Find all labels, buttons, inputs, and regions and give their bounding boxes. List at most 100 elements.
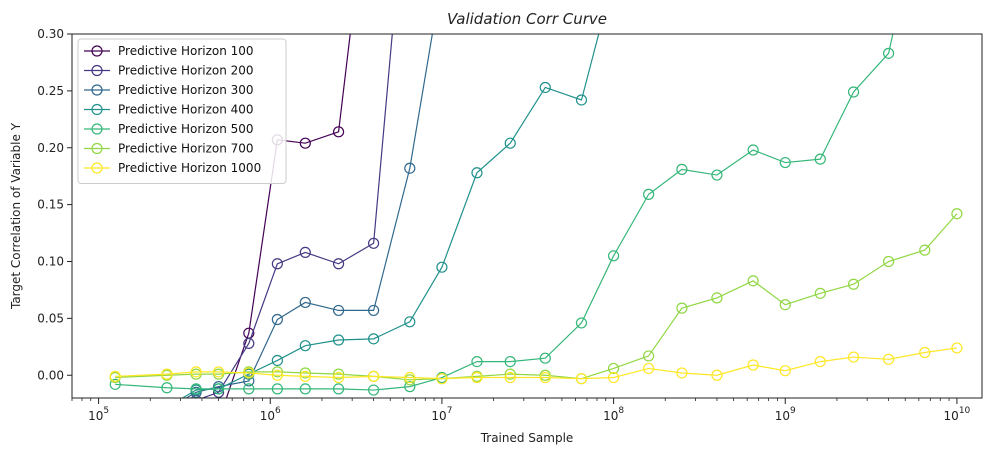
x-tick-label: 105 xyxy=(88,406,109,423)
data-point xyxy=(676,163,688,175)
data-point xyxy=(368,384,380,396)
legend-label: Predictive Horizon 200 xyxy=(118,64,254,78)
series-7 xyxy=(109,342,963,385)
x-tick-base: 10 xyxy=(775,409,790,423)
data-point xyxy=(161,368,173,380)
legend-label: Predictive Horizon 500 xyxy=(118,122,254,136)
data-point xyxy=(575,94,588,106)
legend-marker xyxy=(91,142,103,155)
data-point xyxy=(404,316,416,328)
x-tick-exponent: 5 xyxy=(103,406,109,416)
data-point xyxy=(332,334,345,346)
y-tick-label: 0.25 xyxy=(37,84,64,98)
y-tick-label: 0.10 xyxy=(37,255,64,269)
data-point xyxy=(299,367,311,379)
data-point xyxy=(504,368,516,380)
x-tick-base: 10 xyxy=(944,409,959,423)
data-point xyxy=(271,258,283,270)
data-point xyxy=(212,386,225,398)
x-tick-label: 1010 xyxy=(944,406,971,423)
data-point xyxy=(299,370,311,382)
data-point xyxy=(471,167,483,179)
data-point xyxy=(243,337,255,349)
x-axis: 105 106 107 108 109 1010 xyxy=(71,398,971,423)
data-point xyxy=(332,383,345,395)
data-point xyxy=(299,137,311,149)
data-point xyxy=(643,362,655,375)
legend-box xyxy=(77,38,287,184)
data-point xyxy=(676,367,688,379)
data-point xyxy=(299,340,311,352)
data-point xyxy=(109,370,121,382)
legend-item: Predictive Horizon 300 xyxy=(84,83,254,97)
x-tick-base: 10 xyxy=(603,409,618,423)
data-point xyxy=(951,342,963,354)
data-point xyxy=(607,250,620,262)
data-point xyxy=(814,153,826,165)
data-point xyxy=(332,371,345,384)
data-point xyxy=(779,156,791,169)
data-point xyxy=(539,352,551,364)
y-axis-label: Target Correlation of Variable Y xyxy=(9,122,23,310)
data-point xyxy=(883,47,895,59)
data-point xyxy=(243,383,255,395)
data-point xyxy=(711,292,723,304)
series-layer xyxy=(109,34,963,398)
data-point xyxy=(299,296,311,309)
data-point xyxy=(847,351,860,363)
legend-marker xyxy=(91,103,103,116)
data-point xyxy=(847,278,860,290)
legend-item: Predictive Horizon 500 xyxy=(84,122,254,136)
series-5 xyxy=(109,34,895,396)
plot-frame xyxy=(71,33,983,399)
data-point xyxy=(504,371,516,384)
y-tick-label: 0.30 xyxy=(37,27,64,41)
y-tick-label: 0.15 xyxy=(37,198,64,212)
data-point xyxy=(368,237,380,249)
data-point xyxy=(643,188,655,200)
x-tick-label: 109 xyxy=(775,406,796,423)
data-point xyxy=(332,304,345,317)
x-tick-label: 108 xyxy=(603,406,624,423)
data-point xyxy=(212,366,225,378)
legend-item: Predictive Horizon 200 xyxy=(84,64,254,78)
legend-label: Predictive Horizon 100 xyxy=(118,44,254,58)
legend-item: Predictive Horizon 100 xyxy=(84,44,254,58)
data-point xyxy=(243,367,255,379)
data-point xyxy=(747,144,759,156)
legend-marker xyxy=(91,84,103,96)
data-point xyxy=(271,366,283,378)
y-tick-label: 0.05 xyxy=(37,311,64,325)
series-line xyxy=(115,34,894,391)
data-point xyxy=(368,304,380,317)
x-tick-label: 107 xyxy=(431,406,452,423)
data-point xyxy=(190,366,202,378)
series-line xyxy=(181,34,600,398)
data-point xyxy=(368,370,380,382)
data-point xyxy=(814,356,826,368)
legend-label: Predictive Horizon 1000 xyxy=(118,161,261,175)
legend-item: Predictive Horizon 400 xyxy=(84,103,254,117)
legend-marker xyxy=(91,123,103,135)
data-point xyxy=(539,81,551,94)
data-point xyxy=(436,261,448,273)
x-tick-base: 10 xyxy=(431,409,446,423)
legend-item: Predictive Horizon 700 xyxy=(84,142,254,156)
data-point xyxy=(814,287,826,299)
data-point xyxy=(779,365,791,377)
x-tick-exponent: 9 xyxy=(790,406,796,416)
data-point xyxy=(161,382,173,394)
data-point xyxy=(332,126,345,138)
data-point xyxy=(711,369,723,381)
data-point xyxy=(919,244,931,256)
data-point xyxy=(643,350,655,362)
data-point xyxy=(332,368,345,380)
legend: Predictive Horizon 100 Predictive Horizon… xyxy=(77,38,287,184)
y-axis: 0.00 0.05 0.10 0.15 0.20 0.25 0.30 xyxy=(37,27,72,382)
x-tick-exponent: 6 xyxy=(275,406,281,416)
data-point xyxy=(607,371,620,384)
data-point xyxy=(436,373,448,385)
data-point xyxy=(747,359,759,371)
data-point xyxy=(471,371,483,384)
